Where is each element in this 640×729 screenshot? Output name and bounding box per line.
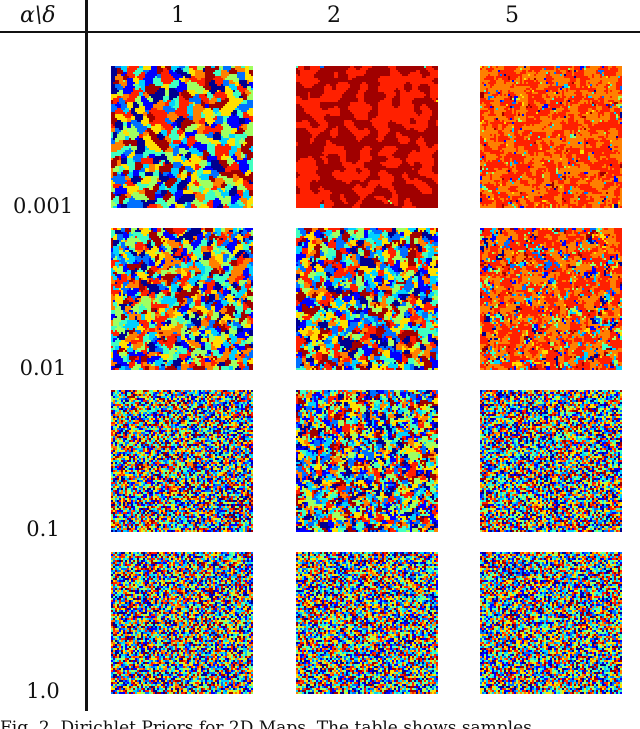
sample-image xyxy=(111,228,253,370)
column-header: 5 xyxy=(505,3,519,28)
sample-image xyxy=(480,228,622,370)
sample-image xyxy=(111,390,253,532)
sample-image xyxy=(480,66,622,208)
table-vertical-rule xyxy=(85,0,88,711)
sample-image xyxy=(111,552,253,694)
sample-image xyxy=(296,390,438,532)
sample-image xyxy=(480,552,622,694)
table-horizontal-rule xyxy=(0,31,640,33)
row-label: 0.01 xyxy=(19,356,67,380)
sample-image xyxy=(111,66,253,208)
sample-image xyxy=(296,66,438,208)
figure-caption: Fig. 2. Dirichlet Priors for 2D Maps. Th… xyxy=(0,718,532,729)
row-label: 1.0 xyxy=(26,679,60,703)
row-label: 0.001 xyxy=(12,194,74,218)
sample-image xyxy=(296,228,438,370)
sample-image xyxy=(296,552,438,694)
column-header: 2 xyxy=(327,3,341,28)
corner-label: α\δ xyxy=(20,3,56,28)
column-header: 1 xyxy=(171,3,185,28)
sample-image xyxy=(480,390,622,532)
row-label: 0.1 xyxy=(26,517,60,541)
